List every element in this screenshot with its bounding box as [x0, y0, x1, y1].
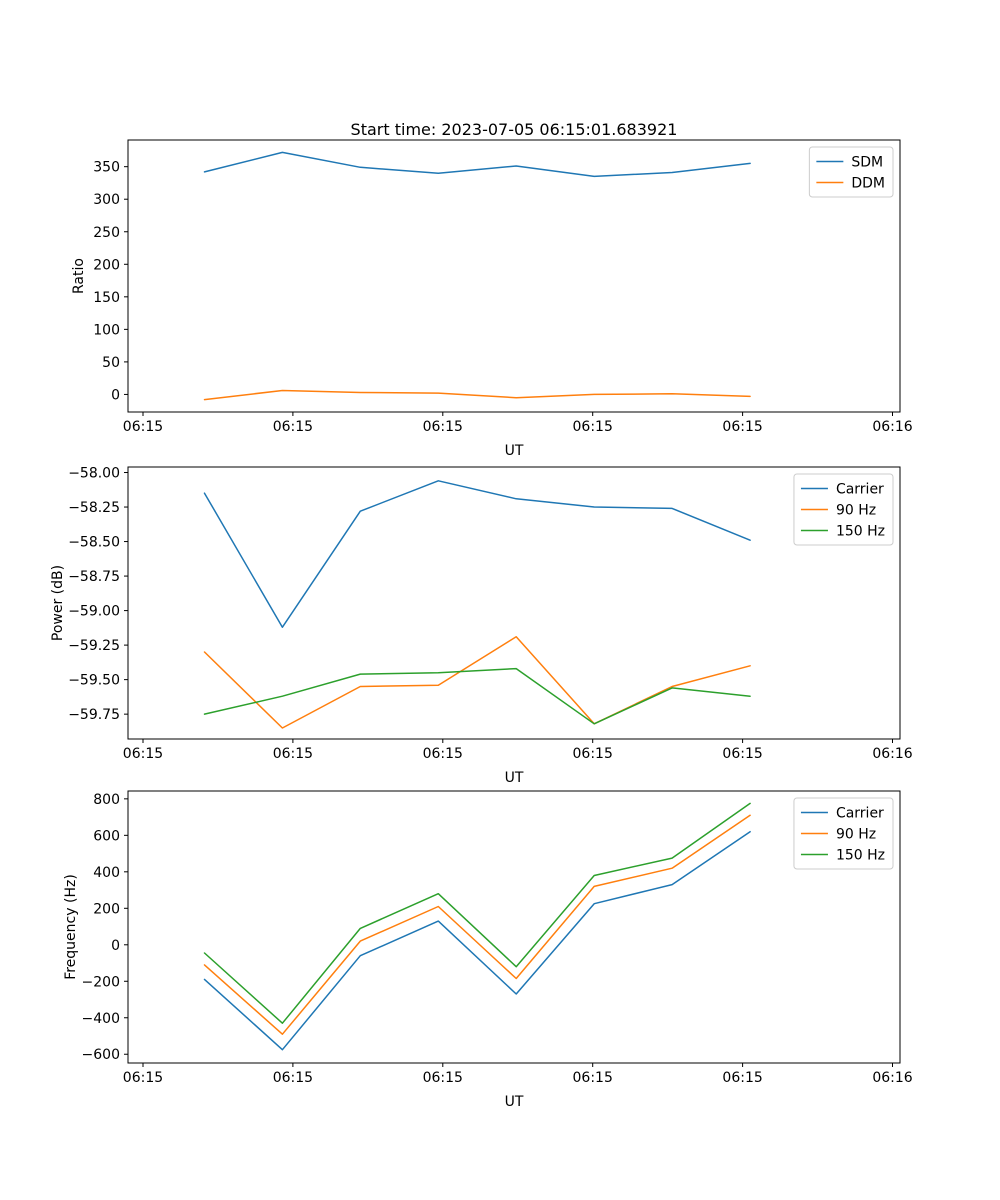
chart-title: Start time: 2023-07-05 06:15:01.683921: [350, 120, 678, 139]
x-tick-label: 06:15: [123, 746, 163, 762]
series-line-sdm: [203, 151, 751, 178]
legend-box: [793, 797, 894, 870]
axes-frame: [127, 466, 901, 740]
y-tick-label: −58.00: [68, 466, 120, 482]
series-line-ddm: [203, 389, 751, 401]
subplot-1: 06:15 06:15 06:15 06:15 06:15 06:16 −59.75 −59.…: [50, 466, 913, 786]
x-tick-label: 06:15: [573, 1070, 613, 1086]
y-tick-label: 100: [93, 322, 120, 338]
axes-frame: [127, 790, 901, 1064]
x-axis-label: UT: [505, 1094, 524, 1110]
y-tick-label: 300: [93, 192, 120, 208]
plot-area: [128, 140, 900, 412]
series-line-carrier: [203, 830, 751, 1051]
y-tick-label: −400: [82, 1011, 120, 1027]
legend-label: DDM: [851, 176, 885, 192]
y-axis-label: Power (dB): [50, 565, 66, 641]
y-tick-label: −59.00: [68, 604, 120, 620]
legend-label: Carrier: [836, 482, 884, 498]
y-tick-label: −200: [82, 974, 120, 990]
x-tick-label: 06:15: [423, 746, 463, 762]
x-tick-label: 06:15: [123, 1070, 163, 1086]
y-tick-label: 200: [93, 901, 120, 917]
legend-label: SDM: [851, 155, 883, 171]
y-tick-label: −59.25: [68, 638, 120, 654]
y-tick-label: 350: [93, 160, 120, 176]
y-tick-label: −58.25: [68, 500, 120, 516]
y-tick-label: 400: [93, 865, 120, 881]
x-tick-label: 06:15: [722, 419, 762, 435]
x-tick-label: 06:15: [273, 746, 313, 762]
legend: Carrier 90 Hz 150 Hz: [793, 473, 894, 546]
plot-area: [128, 467, 900, 739]
y-axis-label: Frequency (Hz): [63, 874, 79, 980]
x-tick-label: 06:16: [872, 419, 912, 435]
legend: SDM DDM: [808, 146, 894, 198]
x-tick-label: 06:15: [123, 419, 163, 435]
x-tick-label: 06:15: [722, 1070, 762, 1086]
y-tick-label: 600: [93, 828, 120, 844]
y-tick-label: −600: [82, 1047, 120, 1063]
x-tick-label: 06:15: [573, 419, 613, 435]
series-line-90-hz: [203, 814, 751, 1035]
y-tick-label: 200: [93, 257, 120, 273]
legend-box: [793, 473, 894, 546]
y-tick-label: −58.50: [68, 535, 120, 551]
y-tick-label: 250: [93, 225, 120, 241]
subplot-2: 06:15 06:15 06:15 06:15 06:15 06:16 −600 −400 −2…: [63, 790, 913, 1110]
series-line-carrier: [203, 480, 751, 628]
x-tick-label: 06:15: [273, 419, 313, 435]
x-axis-label: UT: [505, 443, 524, 459]
legend-label: 90 Hz: [836, 827, 876, 843]
x-tick-label: 06:16: [872, 746, 912, 762]
legend-label: Carrier: [836, 806, 884, 822]
y-tick-label: −59.50: [68, 673, 120, 689]
legend-box: [808, 146, 894, 198]
y-tick-label: 150: [93, 290, 120, 306]
y-axis-label: Ratio: [71, 258, 87, 294]
series-line-150-hz: [203, 802, 751, 1024]
y-tick-label: −58.75: [68, 569, 120, 585]
series-line-150-hz: [203, 667, 751, 725]
series-line-90-hz: [203, 636, 751, 729]
legend-label: 90 Hz: [836, 503, 876, 519]
axes-frame: [127, 139, 901, 413]
y-tick-label: 800: [93, 792, 120, 808]
subplot-0: 06:15 06:15 06:15 06:15 06:15 06:16 0 50 100 150 2…: [71, 139, 913, 459]
legend-label: 150 Hz: [836, 524, 885, 540]
x-tick-label: 06:15: [423, 1070, 463, 1086]
y-tick-label: −59.75: [68, 707, 120, 723]
legend: Carrier 90 Hz 150 Hz: [793, 797, 894, 870]
y-tick-label: 50: [102, 355, 120, 371]
plot-area: [128, 791, 900, 1063]
legend-label: 150 Hz: [836, 848, 885, 864]
x-axis-label: UT: [505, 770, 524, 786]
x-tick-label: 06:15: [573, 746, 613, 762]
x-tick-label: 06:15: [423, 419, 463, 435]
x-tick-label: 06:15: [722, 746, 762, 762]
x-tick-label: 06:16: [872, 1070, 912, 1086]
x-tick-label: 06:15: [273, 1070, 313, 1086]
y-tick-label: 0: [111, 387, 120, 403]
y-tick-label: 0: [111, 938, 120, 954]
